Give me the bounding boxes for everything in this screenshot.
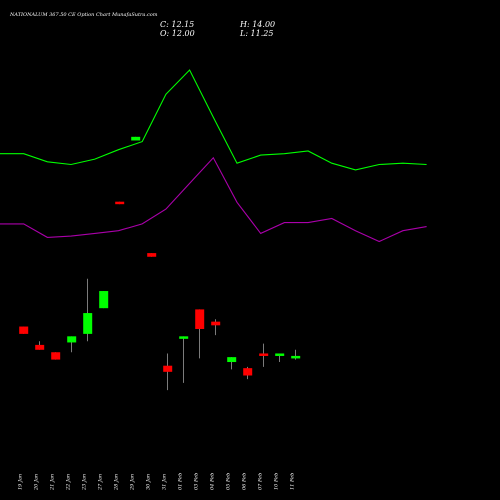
x-tick-label: 05 Feb: [226, 473, 232, 490]
candlestick-series: [19, 136, 301, 391]
candle: [243, 366, 253, 380]
candle-body: [83, 313, 93, 334]
candle: [35, 341, 45, 350]
candle: [51, 352, 61, 360]
candle-body: [259, 353, 269, 356]
x-tick-label: 03 Feb: [194, 473, 200, 490]
candle-body: [179, 336, 189, 339]
candle: [67, 336, 77, 353]
candle-body: [227, 357, 237, 363]
date-axis: 19 Jan 20 Jan 21 Jan 22 Jan 23 Jan 27 Jan 28 J…: [18, 473, 296, 491]
candle-body: [291, 355, 301, 359]
x-tick-label: 28 Jan: [114, 474, 120, 491]
candle: [227, 357, 237, 370]
x-tick-label: 19 Jan: [18, 474, 24, 490]
candle: [163, 353, 173, 391]
x-tick-label: 22 Jan: [66, 474, 72, 491]
upper-band-line: [0, 69, 427, 171]
candle: [131, 136, 141, 141]
x-tick-label: 21 Jan: [50, 474, 56, 491]
close-readout: C: 12.15: [160, 20, 194, 29]
x-tick-label: 20 Jan: [34, 474, 40, 491]
candle: [195, 309, 205, 359]
candle: [259, 343, 269, 367]
open-readout: O: 12.00: [160, 29, 195, 38]
candle: [275, 353, 285, 363]
indicator-lines: [0, 69, 427, 243]
low-readout: L: 11.25: [239, 29, 273, 38]
x-tick-label: 27 Jan: [98, 474, 104, 491]
candle-body: [35, 344, 45, 350]
candle: [291, 349, 301, 360]
candle-body: [275, 353, 285, 356]
x-tick-label: 29 Jan: [130, 474, 136, 491]
candle: [147, 253, 157, 257]
candle-body: [19, 326, 29, 334]
x-tick-label: 10 Feb: [274, 473, 280, 490]
candle-body: [67, 336, 77, 343]
x-tick-label: 31 Jan: [162, 474, 168, 490]
chart-title: NATIONALUM 367.50 CE Option Chart Munafa…: [9, 12, 158, 18]
candle-body: [211, 321, 221, 326]
candle-body: [195, 309, 205, 329]
candle-body: [131, 136, 141, 141]
candle-body: [51, 352, 61, 360]
candle: [115, 201, 125, 205]
candle-body: [147, 253, 157, 257]
x-tick-label: 30 Jan: [146, 474, 152, 490]
x-tick-label: 07 Feb: [258, 473, 264, 490]
x-tick-label: 01 Feb: [178, 473, 184, 490]
candle: [179, 336, 189, 383]
candle-body: [99, 291, 109, 309]
high-readout: H: 14.00: [239, 20, 275, 29]
candle: [19, 326, 29, 334]
candle-body: [115, 201, 125, 205]
candle-body: [163, 365, 173, 372]
x-tick-label: 04 Feb: [210, 473, 216, 490]
x-tick-label: 11 Feb: [290, 473, 296, 490]
lower-band-line: [0, 156, 427, 243]
x-tick-label: 23 Jan: [82, 474, 88, 491]
candle: [211, 319, 221, 336]
x-tick-label: 06 Feb: [242, 473, 248, 490]
candle-body: [243, 368, 253, 376]
candle: [83, 278, 93, 342]
candle: [99, 291, 109, 309]
